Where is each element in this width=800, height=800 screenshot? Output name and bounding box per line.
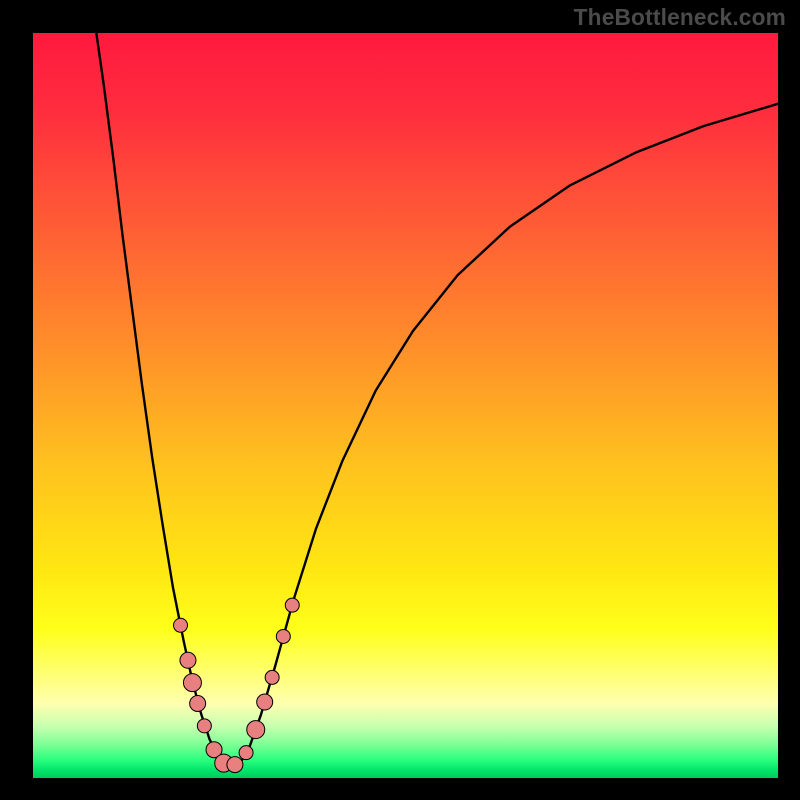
data-marker xyxy=(285,598,299,612)
data-marker xyxy=(239,746,253,760)
data-marker xyxy=(247,721,265,739)
plot-area xyxy=(33,33,778,778)
data-marker xyxy=(227,757,243,773)
data-marker xyxy=(197,719,211,733)
data-marker xyxy=(174,618,188,632)
data-markers xyxy=(33,33,778,778)
attribution-text: TheBottleneck.com xyxy=(574,4,786,31)
data-marker xyxy=(257,694,273,710)
data-marker xyxy=(276,629,290,643)
chart-frame: TheBottleneck.com xyxy=(0,0,800,800)
data-marker xyxy=(190,696,206,712)
data-marker xyxy=(183,674,201,692)
data-marker xyxy=(180,652,196,668)
data-marker xyxy=(265,670,279,684)
